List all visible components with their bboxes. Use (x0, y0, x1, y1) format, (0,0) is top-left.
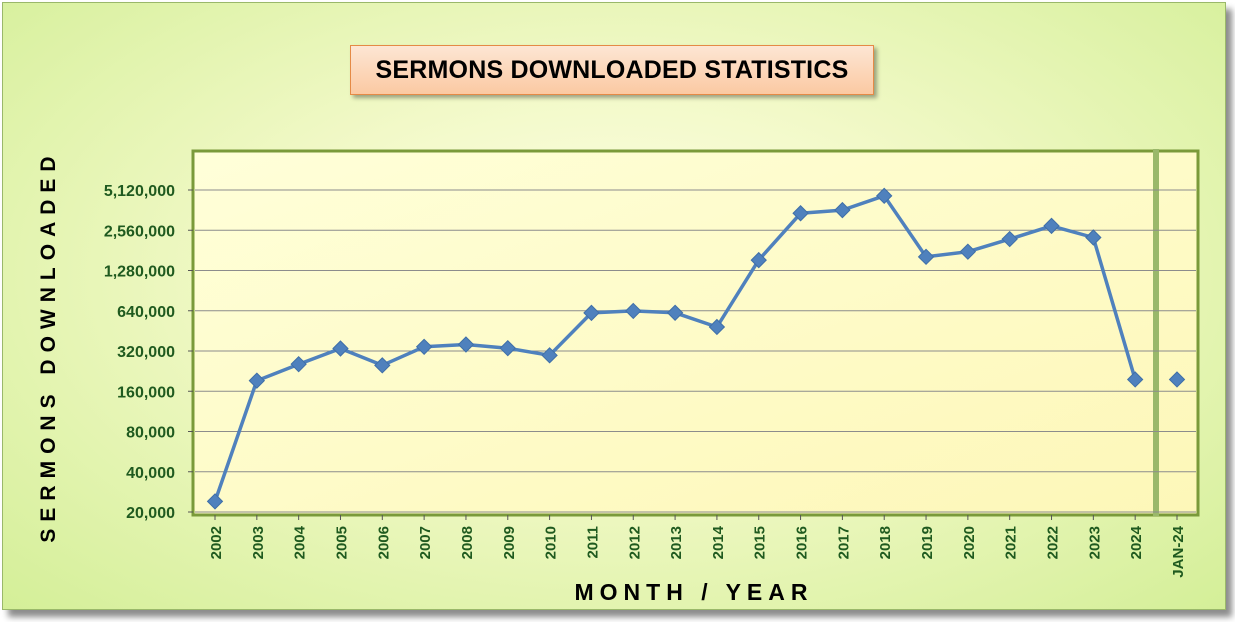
y-axis-label: SERMONS DOWNLOADED (37, 149, 60, 542)
data-point-2018 (876, 187, 893, 205)
x-tick-label: 2002 (208, 526, 225, 559)
x-tick-label: 2005 (333, 526, 350, 559)
data-point-2016 (792, 205, 809, 222)
data-point-2010 (541, 347, 558, 364)
y-tick-label: 5,120,000 (104, 183, 175, 200)
x-tick-label: 2010 (543, 526, 560, 559)
x-tick-label: 2024 (1128, 525, 1145, 559)
x-tick-label: 2013 (668, 526, 685, 559)
data-point-2017 (834, 201, 851, 219)
x-tick-label: JAN-24 (1170, 525, 1187, 577)
y-tick-label: 40,000 (126, 465, 175, 482)
y-tick-label: 640,000 (117, 304, 175, 321)
x-tick-label: 2012 (626, 526, 643, 559)
data-point-2011 (583, 304, 600, 322)
x-tick-label: 2007 (417, 526, 434, 559)
x-tick-label: 2016 (794, 526, 811, 559)
y-tick-label: 2,560,000 (104, 223, 175, 240)
data-point-2020 (959, 243, 977, 260)
data-point-2008 (457, 336, 475, 353)
x-tick-label: 2018 (877, 526, 894, 559)
data-point-2006 (374, 357, 391, 374)
x-tick-label: 2006 (375, 526, 392, 559)
data-point-2019 (917, 248, 935, 266)
data-point-2013 (666, 304, 684, 321)
data-point-2003 (248, 372, 266, 389)
x-tick-label: 2009 (501, 526, 518, 559)
data-point-2014 (708, 318, 726, 336)
x-tick-label: 2017 (835, 526, 852, 559)
x-tick-label: 2021 (1003, 526, 1020, 559)
y-tick-label: 1,280,000 (104, 264, 175, 281)
x-tick-label: 2011 (584, 526, 601, 559)
data-point-jan-24 (1168, 371, 1186, 388)
data-point-2015 (750, 251, 767, 269)
data-point-2023 (1085, 229, 1102, 246)
y-tick-label: 80,000 (126, 425, 175, 442)
x-tick-label: 2023 (1086, 526, 1103, 559)
data-point-2021 (1001, 230, 1018, 248)
x-tick-label: 2022 (1045, 526, 1062, 559)
data-point-2004 (290, 355, 307, 373)
data-point-2022 (1043, 217, 1060, 235)
x-tick-label: 2014 (710, 525, 727, 559)
data-point-2002 (206, 493, 224, 510)
x-tick-label: 2008 (459, 526, 476, 559)
data-point-2007 (415, 338, 433, 356)
chart-title: SERMONS DOWNLOADED STATISTICS (350, 45, 874, 95)
x-tick-label: 2015 (752, 526, 769, 559)
x-tick-label: 2020 (961, 526, 978, 559)
x-tick-label: 2004 (292, 525, 309, 559)
x-tick-label: 2019 (919, 526, 936, 559)
y-tick-label: 320,000 (117, 344, 175, 361)
y-tick-label: 160,000 (117, 384, 175, 401)
x-tick-label: 2003 (250, 526, 267, 559)
plot-area (191, 149, 1200, 517)
data-point-2009 (499, 339, 516, 357)
y-tick-label: 20,000 (126, 505, 175, 522)
data-point-2005 (332, 340, 349, 357)
data-point-2024 (1126, 371, 1144, 388)
x-axis-label: MONTH / YEAR (575, 579, 814, 605)
data-point-2012 (625, 302, 642, 320)
